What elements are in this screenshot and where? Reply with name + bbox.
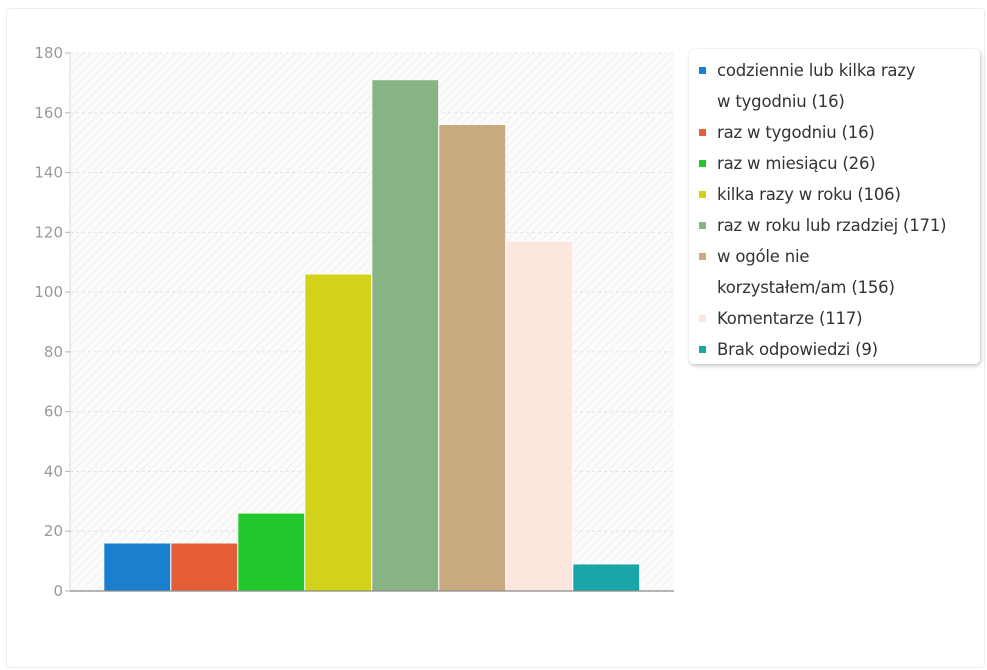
y-tick-label-20: 20	[44, 522, 63, 540]
legend-swatch-yearly-or-less	[699, 222, 706, 229]
y-tick-label-160: 160	[34, 104, 63, 122]
legend-label-few-times-year: kilka razy w roku (106)	[717, 185, 901, 204]
legend-swatch-never	[699, 253, 706, 260]
bar-4[interactable]	[371, 79, 439, 592]
legend-label-yearly-or-less: raz w roku lub rzadziej (171)	[717, 216, 947, 235]
legend-label-comments: Komentarze (117)	[717, 309, 863, 328]
y-tick-label-180: 180	[34, 44, 63, 62]
bar-7[interactable]	[572, 563, 640, 592]
y-tick-label-0: 0	[53, 582, 63, 600]
legend-swatch-weekly	[699, 129, 706, 136]
bar-6[interactable]	[505, 241, 573, 592]
bar-0[interactable]	[103, 542, 171, 592]
y-tick-label-120: 120	[34, 223, 63, 241]
bar-5[interactable]	[438, 124, 506, 592]
y-tick-label-100: 100	[34, 283, 63, 301]
legend: codziennie lub kilka razy w tygodniu (16…	[689, 49, 980, 364]
legend-label-weekly: raz w tygodniu (16)	[717, 123, 875, 142]
y-tick-label-60: 60	[44, 403, 63, 421]
bar-2[interactable]	[237, 512, 305, 592]
legend-item-few-times-year[interactable]: kilka razy w roku (106)	[699, 179, 974, 210]
bar-1[interactable]	[170, 542, 238, 592]
legend-item-yearly-or-less[interactable]: raz w roku lub rzadziej (171)	[699, 210, 974, 241]
legend-swatch-monthly	[699, 160, 706, 167]
legend-swatch-daily	[699, 67, 706, 74]
legend-label-daily-cont: w tygodniu (16)	[717, 92, 845, 111]
legend-item-comments[interactable]: Komentarze (117)	[699, 303, 974, 334]
legend-label-never: w ogóle nie	[717, 247, 810, 266]
y-tick-label-80: 80	[44, 343, 63, 361]
legend-label-never-cont: korzystałem/am (156)	[717, 278, 895, 297]
legend-swatch-no-answer	[699, 346, 706, 353]
legend-swatch-few-times-year	[699, 191, 706, 198]
legend-item-monthly[interactable]: raz w miesiącu (26)	[699, 148, 974, 179]
legend-item-no-answer[interactable]: Brak odpowiedzi (9)	[699, 334, 974, 365]
legend-label-monthly: raz w miesiącu (26)	[717, 154, 876, 173]
bar-3[interactable]	[304, 273, 372, 592]
legend-item-weekly[interactable]: raz w tygodniu (16)	[699, 117, 974, 148]
legend-label-no-answer: Brak odpowiedzi (9)	[717, 340, 878, 359]
legend-item-daily[interactable]: codziennie lub kilka razy w tygodniu (16…	[699, 55, 974, 117]
legend-swatch-comments	[699, 315, 706, 322]
y-tick-label-40: 40	[44, 462, 63, 480]
legend-label-daily: codziennie lub kilka razy	[717, 61, 916, 80]
y-tick-label-140: 140	[34, 164, 63, 182]
legend-item-never[interactable]: w ogóle nie korzystałem/am (156)	[699, 241, 974, 303]
